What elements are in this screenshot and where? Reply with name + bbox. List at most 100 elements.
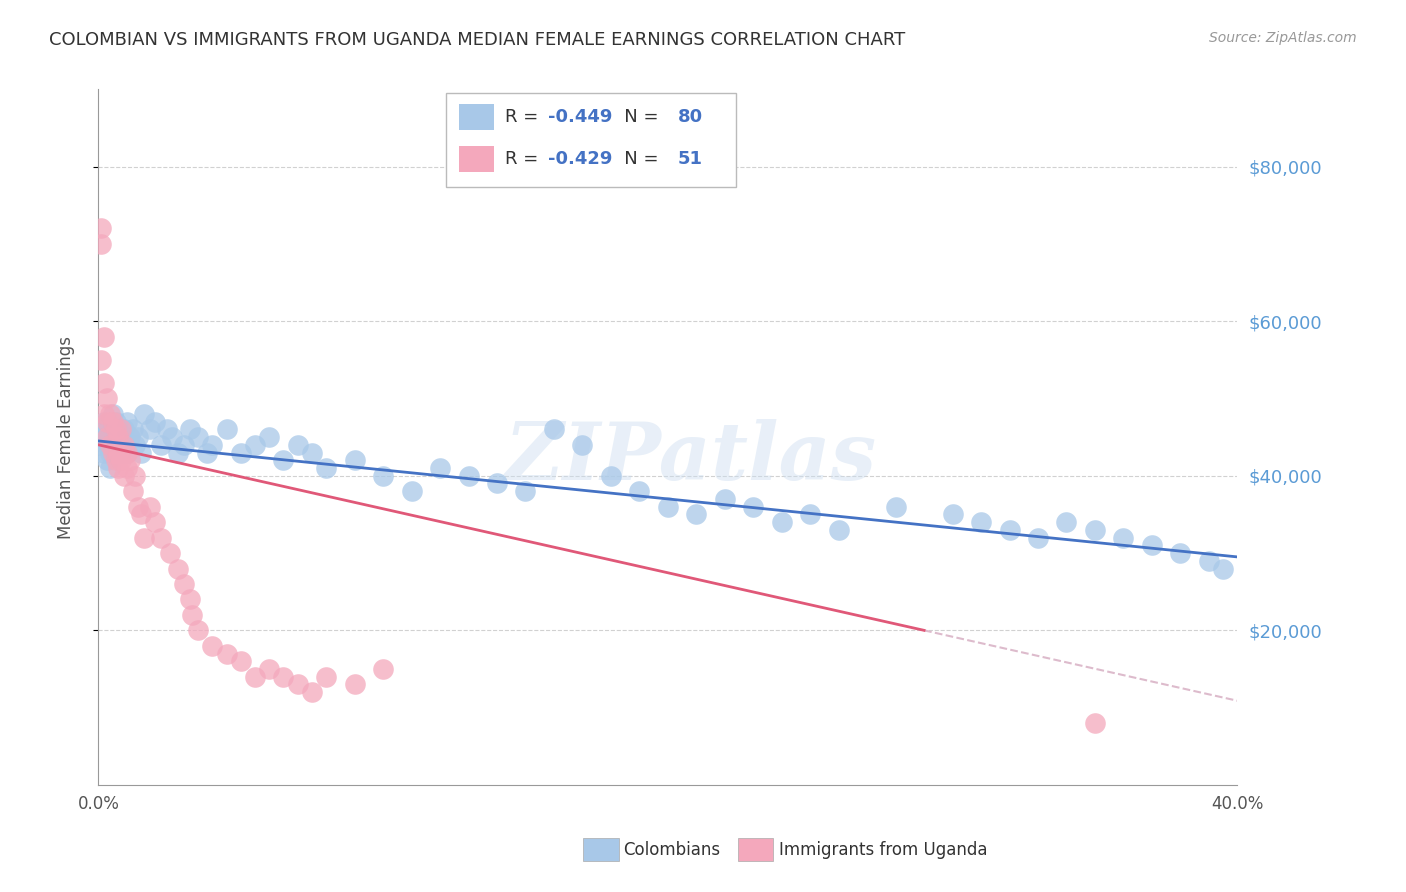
Point	[243, 670, 266, 684]
Point	[118, 430, 141, 444]
Point	[138, 422, 160, 436]
FancyBboxPatch shape	[446, 93, 737, 186]
Point	[828, 523, 851, 537]
Point	[162, 430, 184, 444]
Point	[1170, 546, 1192, 560]
Point	[742, 500, 765, 514]
Point	[150, 438, 173, 452]
Point	[93, 376, 115, 390]
Point	[112, 438, 135, 452]
Point	[96, 422, 118, 436]
Point	[1112, 531, 1135, 545]
Point	[159, 546, 181, 560]
Point	[98, 438, 121, 452]
Point	[998, 523, 1021, 537]
Point	[1026, 531, 1049, 545]
Point	[118, 453, 141, 467]
Point	[970, 515, 993, 529]
Point	[115, 461, 138, 475]
Point	[129, 445, 152, 459]
Point	[1084, 716, 1107, 731]
Text: -0.449: -0.449	[548, 108, 613, 126]
Point	[98, 461, 121, 475]
Point	[90, 438, 112, 452]
Point	[101, 438, 124, 452]
Point	[229, 445, 252, 459]
Point	[315, 461, 337, 475]
Point	[195, 445, 218, 459]
Point	[373, 662, 395, 676]
Point	[315, 670, 337, 684]
Point	[156, 422, 179, 436]
Point	[1212, 561, 1234, 575]
Point	[107, 430, 129, 444]
Point	[173, 438, 195, 452]
Point	[115, 445, 138, 459]
Point	[301, 685, 323, 699]
Point	[1140, 538, 1163, 552]
Point	[187, 430, 209, 444]
Text: 51: 51	[678, 150, 703, 168]
Point	[121, 484, 143, 499]
Point	[110, 422, 132, 436]
Point	[942, 508, 965, 522]
Point	[90, 236, 112, 251]
Point	[215, 422, 238, 436]
Point	[457, 468, 479, 483]
Point	[101, 445, 124, 459]
Point	[287, 677, 309, 691]
Point	[543, 422, 565, 436]
Point	[115, 415, 138, 429]
Text: Source: ZipAtlas.com: Source: ZipAtlas.com	[1209, 31, 1357, 45]
Point	[98, 407, 121, 421]
Point	[98, 445, 121, 459]
Point	[96, 438, 118, 452]
Point	[98, 430, 121, 444]
Y-axis label: Median Female Earnings: Median Female Earnings	[56, 335, 75, 539]
Point	[201, 438, 224, 452]
Point	[685, 508, 707, 522]
Point	[101, 407, 124, 421]
Point	[273, 670, 295, 684]
Point	[215, 647, 238, 661]
Point	[127, 500, 149, 514]
Point	[138, 500, 160, 514]
Point	[1084, 523, 1107, 537]
Point	[343, 677, 366, 691]
Point	[486, 476, 509, 491]
Point	[96, 453, 118, 467]
Point	[301, 445, 323, 459]
Point	[93, 415, 115, 429]
Point	[799, 508, 821, 522]
Point	[145, 515, 167, 529]
Point	[107, 461, 129, 475]
Point	[101, 422, 124, 436]
Point	[770, 515, 793, 529]
Point	[167, 561, 190, 575]
Text: COLOMBIAN VS IMMIGRANTS FROM UGANDA MEDIAN FEMALE EARNINGS CORRELATION CHART: COLOMBIAN VS IMMIGRANTS FROM UGANDA MEDI…	[49, 31, 905, 49]
Point	[259, 662, 281, 676]
Point	[90, 221, 112, 235]
Point	[96, 430, 118, 444]
Point	[112, 438, 135, 452]
Point	[145, 415, 167, 429]
Point	[124, 468, 146, 483]
Point	[104, 445, 127, 459]
Point	[373, 468, 395, 483]
Point	[600, 468, 623, 483]
Point	[273, 453, 295, 467]
Point	[132, 531, 155, 545]
Point	[179, 592, 201, 607]
Point	[127, 430, 149, 444]
Point	[121, 422, 143, 436]
Point	[104, 422, 127, 436]
Point	[150, 531, 173, 545]
Point	[104, 430, 127, 444]
Point	[90, 422, 112, 436]
Point	[90, 352, 112, 367]
Point	[115, 445, 138, 459]
Point	[124, 438, 146, 452]
Text: -0.429: -0.429	[548, 150, 613, 168]
Point	[201, 639, 224, 653]
Point	[132, 407, 155, 421]
